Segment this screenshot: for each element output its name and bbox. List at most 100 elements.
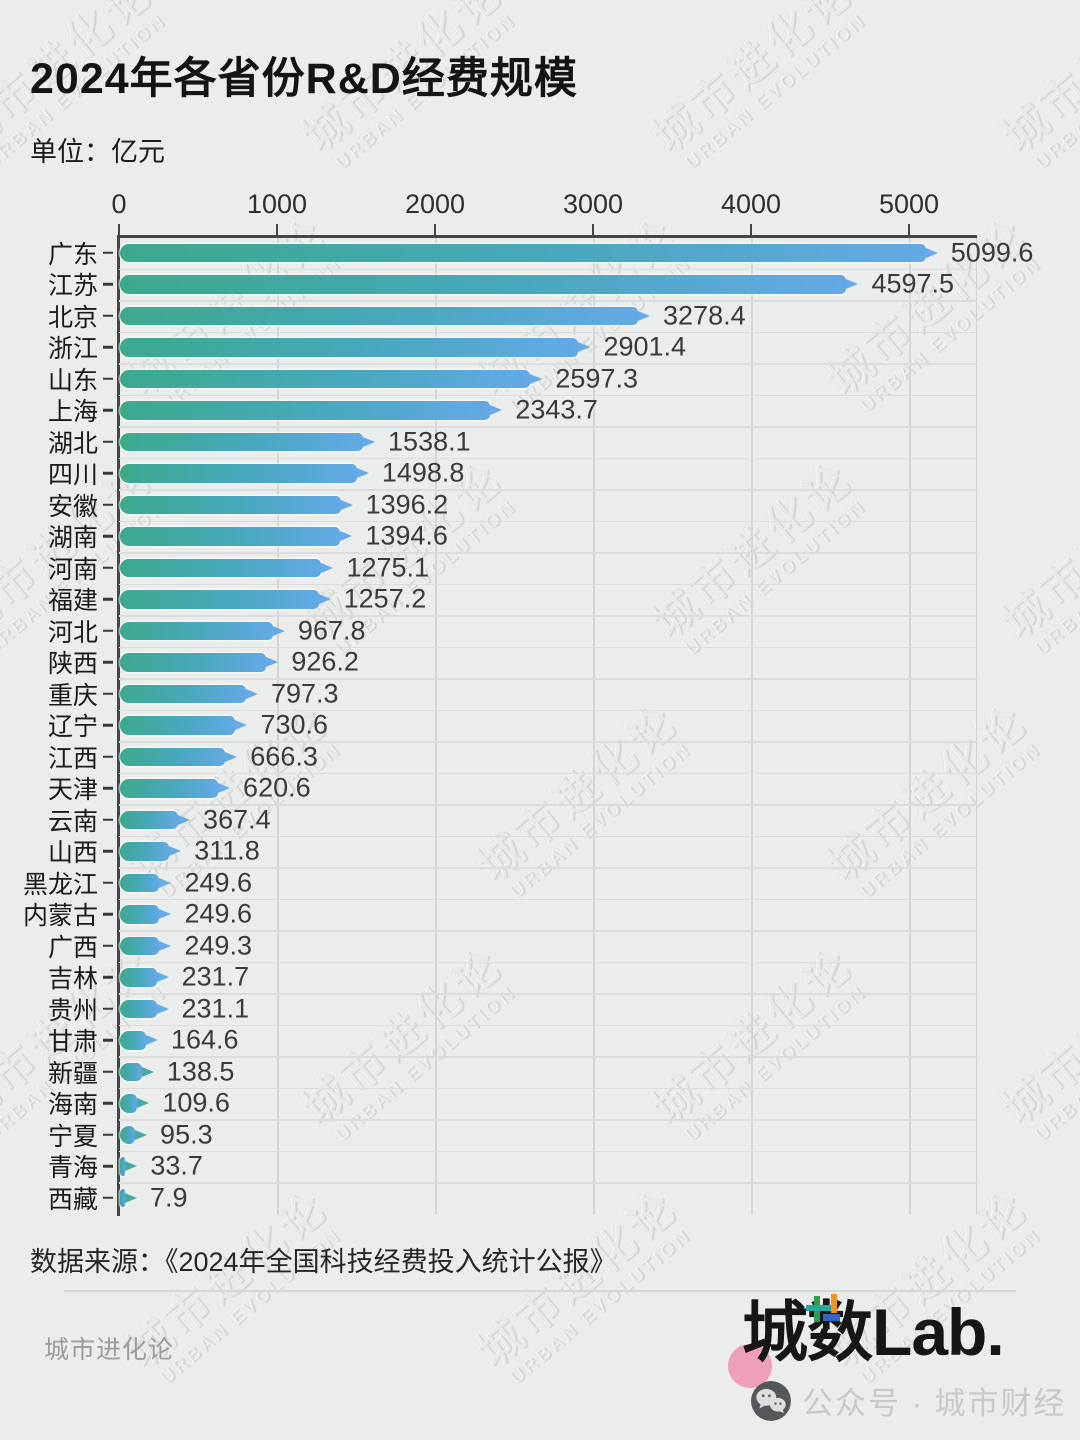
y-axis-label: 河北 — [47, 618, 98, 647]
bar-value-label: 620.6 — [243, 772, 311, 803]
logo-char-cheng: 城 — [742, 1295, 808, 1369]
x-axis-tick-label: 2000 — [404, 189, 466, 219]
bar — [120, 621, 285, 640]
row-separator — [119, 489, 977, 491]
bar-tip — [169, 846, 182, 857]
bar — [120, 653, 279, 672]
bar-tip — [272, 625, 285, 636]
chart-row: 广东 5099.6 — [48, 237, 1033, 269]
bar-tip — [318, 594, 331, 605]
bar-chart: 0 1000 2000 3000 4000 5000 广东 5099.6 — [23, 189, 1033, 1216]
row-separator — [119, 426, 977, 428]
chart-row: 云南 367.4 — [48, 804, 977, 836]
bar — [120, 810, 191, 829]
bar — [120, 1094, 150, 1113]
bar-tip — [530, 373, 543, 384]
y-axis-tick — [103, 818, 113, 821]
bar-value-label: 967.8 — [297, 615, 366, 646]
y-axis-line — [117, 235, 120, 1216]
y-axis-tick — [103, 787, 113, 790]
watermark-en-text: URBAN EVOLUTION — [1030, 10, 1080, 174]
chart-row: 江苏 4597.5 — [48, 269, 977, 301]
y-axis-label: 海南 — [47, 1091, 98, 1120]
y-axis-tick — [103, 598, 113, 601]
bar-tip — [925, 247, 938, 258]
x-axis-tick — [908, 224, 911, 235]
row-separator — [119, 961, 977, 963]
row-separator — [119, 741, 977, 743]
bar-tip — [125, 1161, 138, 1172]
y-axis-tick — [103, 1196, 113, 1199]
x-gridline — [909, 237, 911, 1214]
y-axis-label: 吉林 — [47, 965, 98, 994]
wechat-account-text: 公众号 · 城市财经 — [802, 1386, 1067, 1421]
y-axis-label: 陕西 — [47, 650, 98, 679]
row-separator — [119, 583, 977, 585]
x-axis-tick-label: 3000 — [562, 189, 624, 219]
row-separator — [119, 804, 977, 806]
bar-tip — [578, 342, 591, 353]
bar-tip — [245, 688, 258, 699]
row-separator — [119, 268, 977, 270]
y-axis-tick — [103, 409, 113, 412]
logo-pink-circle-icon — [728, 1344, 772, 1388]
x-gridline — [435, 237, 437, 1214]
chart-row: 四川 1498.8 — [48, 458, 977, 490]
bar-value-label: 2597.3 — [555, 363, 638, 394]
bar-value-label: 926.2 — [291, 646, 359, 677]
y-axis-tick — [103, 976, 113, 979]
row-separator — [119, 898, 977, 900]
bar-tip — [363, 436, 376, 447]
chart-row: 西藏 7.9 — [48, 1182, 977, 1214]
chart-row: 山东 2597.3 — [48, 363, 977, 395]
bar-tip — [159, 940, 172, 951]
chart-row: 福建 1257.2 — [48, 584, 977, 616]
bar-tip — [490, 405, 503, 416]
logo-wordmark: 城 数 Lab. — [742, 1290, 1005, 1376]
chart-row: 湖北 1538.1 — [48, 426, 977, 458]
row-separator — [119, 678, 977, 680]
bar-value-label: 666.3 — [250, 741, 318, 772]
y-axis-label: 青海 — [47, 1154, 98, 1183]
y-axis-label: 四川 — [47, 461, 98, 490]
y-axis-label: 贵州 — [47, 996, 98, 1025]
page-title: 2024年各省份R&D经费规模 — [30, 55, 578, 103]
bar-value-label: 231.7 — [181, 961, 250, 992]
x-axis-tick — [276, 224, 278, 235]
y-axis-tick — [103, 1133, 113, 1136]
unit-label: 单位：亿元 — [30, 137, 165, 167]
y-axis-label: 新疆 — [47, 1059, 98, 1088]
x-axis-line — [119, 235, 977, 238]
bar-tip — [146, 1035, 158, 1046]
y-axis-tick — [103, 535, 113, 538]
bar-value-label: 109.6 — [162, 1087, 230, 1118]
y-axis-tick — [103, 1007, 113, 1010]
bar-value-label: 1275.1 — [346, 552, 430, 583]
x-gridline — [593, 237, 595, 1214]
x-axis-tick-label: 4000 — [720, 189, 782, 219]
logo-text-lab: Lab. — [872, 1295, 1005, 1369]
bar-tip — [159, 877, 172, 888]
bar-value-label: 164.6 — [171, 1024, 239, 1055]
bar-value-label: 138.5 — [166, 1056, 235, 1087]
row-separator — [119, 835, 977, 837]
y-axis-tick — [103, 661, 113, 664]
wechat-account-row: 公众号 · 城市财经 — [750, 1378, 1067, 1423]
y-axis-tick — [103, 1070, 113, 1073]
bar-value-label: 1538.1 — [388, 426, 471, 457]
bar — [120, 1157, 138, 1176]
footer-brand-text: 城市进化论 — [44, 1336, 175, 1364]
y-axis-label: 天津 — [47, 776, 98, 805]
bar — [120, 527, 353, 546]
y-axis-tick — [103, 1102, 113, 1105]
y-axis-tick — [103, 377, 113, 380]
chart-row: 黑龙江 249.6 — [23, 867, 977, 899]
bar-tip — [156, 972, 169, 983]
bar — [120, 779, 231, 798]
y-axis-label: 上海 — [47, 398, 98, 427]
chart-row: 贵州 231.1 — [48, 993, 977, 1025]
bar — [120, 684, 258, 703]
row-separator — [119, 930, 977, 932]
bar-tip — [218, 783, 231, 794]
bar — [120, 338, 591, 357]
